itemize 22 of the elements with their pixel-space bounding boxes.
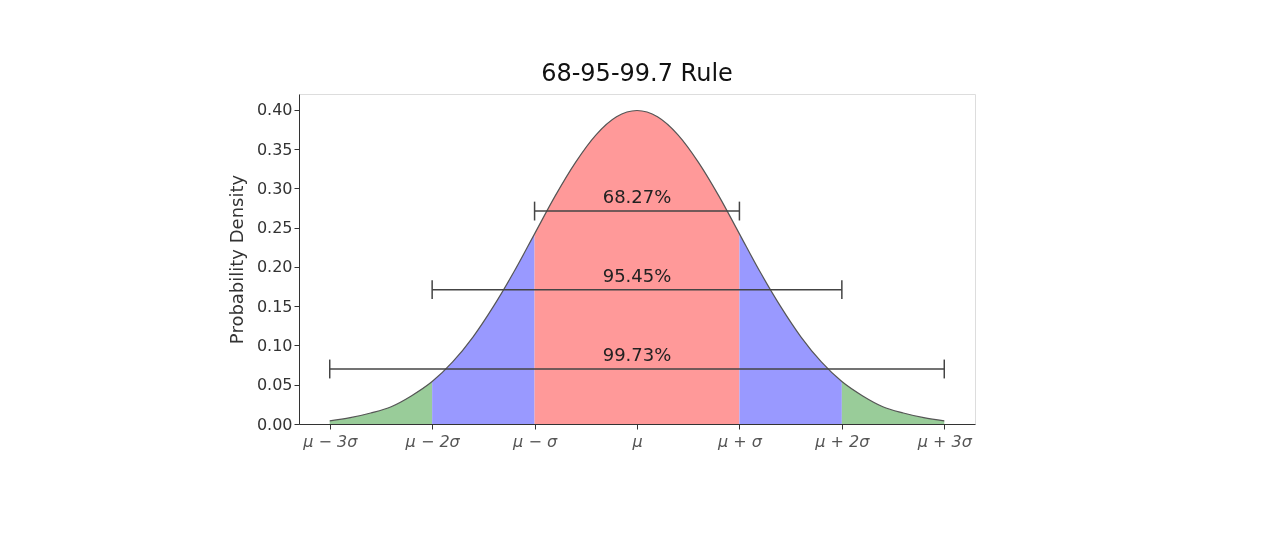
x-tick-label: μ − 2σ	[404, 431, 461, 451]
x-tick-label: μ + σ	[716, 431, 763, 451]
y-tick-label: 0.10	[256, 335, 293, 355]
y-tick-label: 0.20	[256, 257, 293, 277]
x-tick-label: μ − 3σ	[302, 431, 359, 451]
x-tick-label: μ	[631, 431, 643, 451]
line-series	[329, 109, 945, 422]
y-axis-title: Probability Density	[225, 174, 247, 345]
y-tick-label: 0.15	[256, 296, 293, 316]
series-label: 95.45%	[602, 264, 672, 286]
y-tick-label: 0.40	[256, 100, 293, 120]
y-tick-label: 0.35	[256, 139, 293, 159]
x-tick-label: μ + 2σ	[814, 431, 871, 451]
y-tick-label: 0.00	[256, 414, 293, 434]
y-tick-label: 0.05	[256, 375, 293, 395]
x-tick-label: μ + 3σ	[916, 431, 973, 451]
x-tick-label: μ − σ	[512, 431, 558, 451]
series-label: 68.27%	[602, 186, 672, 208]
y-tick-label: 0.25	[256, 218, 293, 238]
y-tick-label: 0.30	[256, 178, 293, 198]
series-label: 99.73%	[602, 344, 672, 365]
chart-title: 68-95-99.7 Rule	[541, 59, 733, 87]
